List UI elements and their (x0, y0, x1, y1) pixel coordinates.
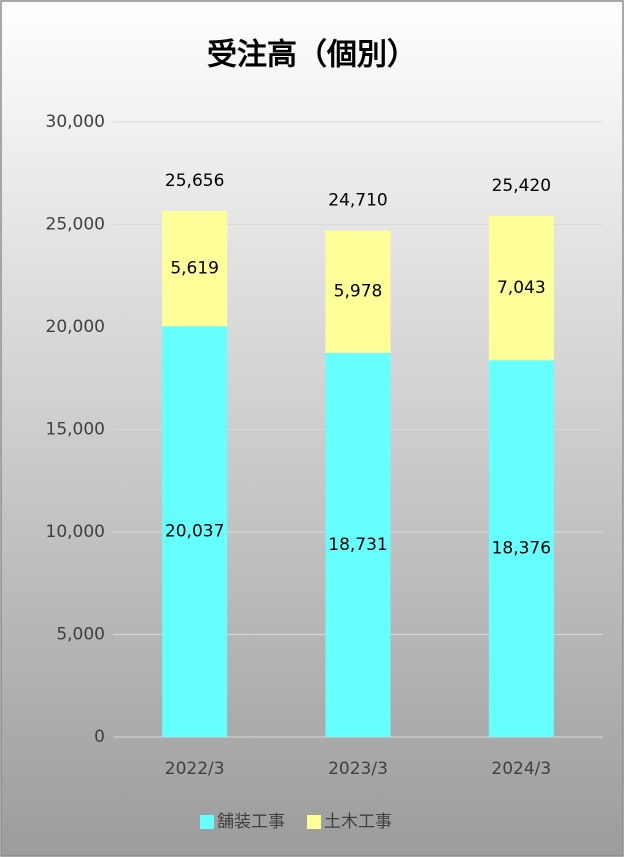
data-label: 18,731 (328, 535, 387, 555)
legend-swatch (307, 815, 321, 829)
y-tick-label: 0 (94, 727, 105, 747)
y-tick-label: 30,000 (46, 112, 105, 132)
y-tick-label: 25,000 (46, 215, 105, 235)
bar-segment (325, 353, 391, 737)
data-label: 5,978 (334, 282, 383, 302)
bar-segment (488, 360, 554, 737)
total-label: 24,710 (328, 190, 387, 210)
total-label: 25,656 (165, 171, 224, 191)
data-label: 5,619 (170, 259, 219, 279)
legend-label: 舗装工事 (217, 812, 285, 832)
bar-segment (162, 326, 228, 737)
legend-swatch (200, 815, 214, 829)
y-tick-label: 10,000 (46, 522, 105, 542)
x-tick-label: 2022/3 (165, 759, 225, 779)
bar-segment (162, 211, 228, 327)
chart-title: 受注高（個別） (207, 38, 417, 73)
x-tick-label: 2023/3 (328, 759, 388, 779)
y-tick-label: 20,000 (46, 317, 105, 337)
bar-segment (325, 230, 391, 354)
x-tick-label: 2024/3 (491, 759, 551, 779)
data-label: 7,043 (497, 278, 546, 298)
legend-label: 土木工事 (324, 812, 392, 832)
bar-segment (488, 215, 554, 361)
data-label: 20,037 (165, 522, 224, 542)
y-tick-label: 15,000 (46, 420, 105, 440)
data-label: 18,376 (492, 539, 551, 559)
total-label: 25,420 (492, 176, 551, 196)
y-tick-label: 5,000 (56, 625, 105, 645)
